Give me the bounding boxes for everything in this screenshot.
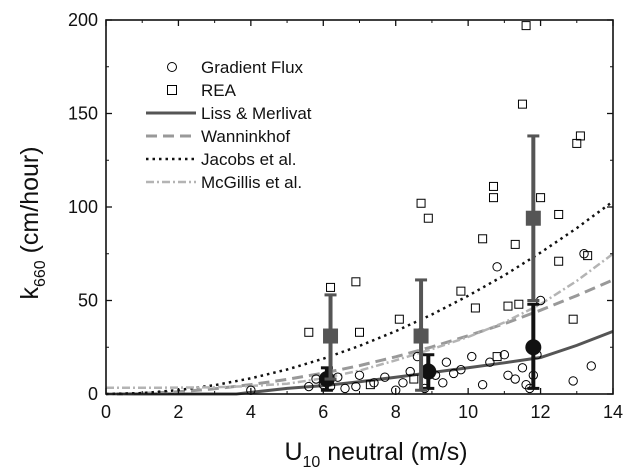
point-square xyxy=(572,138,582,148)
series-line-3 xyxy=(105,278,614,396)
point-circle xyxy=(467,351,477,362)
series-binned-7 xyxy=(323,134,541,392)
point-circle xyxy=(398,378,408,388)
point-square xyxy=(478,234,488,244)
y-axis-title-main: k xyxy=(16,287,44,300)
point-circle xyxy=(510,374,520,384)
point-circle xyxy=(499,350,510,360)
point-square xyxy=(423,213,433,223)
y-tick-label: 200 xyxy=(68,10,98,30)
ticks-layer: 0 2 4 6 8 10 12 14 0 50 100 150 200 xyxy=(68,10,623,422)
point-circle xyxy=(456,364,466,375)
legend-swatch-circle xyxy=(167,62,177,72)
legend-label: Liss & Merlivat xyxy=(201,104,312,123)
point-square xyxy=(416,198,426,208)
legend-item: Gradient Flux xyxy=(167,58,304,77)
x-tick-label: 6 xyxy=(318,402,328,422)
point-circle xyxy=(441,357,452,367)
legend-item: Jacobs et al. xyxy=(146,150,296,169)
point-square xyxy=(517,99,527,109)
x-tick-label: 0 xyxy=(101,402,111,422)
point-square xyxy=(470,303,480,313)
point-circle xyxy=(340,383,350,394)
point-square xyxy=(568,314,578,324)
x-tick-label: 14 xyxy=(603,402,623,422)
x-axis-title-main: U xyxy=(284,438,302,466)
point-square xyxy=(503,301,513,311)
point-square xyxy=(304,327,314,337)
y-tick-label: 0 xyxy=(88,384,98,404)
x-tick-label: 2 xyxy=(173,402,183,422)
point-square xyxy=(492,352,502,362)
legend-item: Liss & Merlivat xyxy=(146,104,312,123)
bin-mean-square xyxy=(525,210,541,226)
legend-label: Jacobs et al. xyxy=(201,150,296,169)
point-square xyxy=(583,251,593,261)
point-circle xyxy=(438,378,448,388)
point-square xyxy=(409,374,419,384)
x-axis-title-rest: neutral (m/s) xyxy=(320,438,467,466)
x-tick-label: 10 xyxy=(458,402,478,422)
point-square xyxy=(355,327,364,337)
point-circle xyxy=(351,381,361,392)
y-tick-label: 50 xyxy=(78,291,98,311)
legend-item: Wanninkhof xyxy=(146,127,290,146)
point-square xyxy=(514,299,524,309)
point-circle xyxy=(354,370,365,380)
point-square xyxy=(510,239,520,249)
point-square xyxy=(536,193,546,203)
point-circle xyxy=(477,379,488,390)
point-square xyxy=(351,277,361,287)
legend-item: REA xyxy=(167,81,237,100)
bin-mean-circle xyxy=(525,339,542,356)
point-square xyxy=(554,256,564,266)
y-tick-label: 150 xyxy=(68,104,98,124)
legend-label: Wanninkhof xyxy=(201,127,290,146)
y-tick-label: 100 xyxy=(68,197,98,217)
bin-mean-square xyxy=(413,328,429,344)
x-tick-label: 4 xyxy=(246,402,256,422)
point-square xyxy=(394,314,404,324)
series-layer xyxy=(105,21,614,396)
point-square xyxy=(488,193,498,203)
point-circle xyxy=(586,361,596,371)
bin-mean-circle xyxy=(420,363,437,380)
legend-item: McGillis et al. xyxy=(146,173,302,192)
y-axis-title: k660 (cm/hour) xyxy=(16,146,49,299)
point-circle xyxy=(380,372,390,382)
point-circle xyxy=(568,376,578,386)
point-square xyxy=(456,286,466,296)
point-circle xyxy=(517,363,528,373)
legend-label: REA xyxy=(201,81,237,100)
point-circle xyxy=(503,370,513,380)
point-square xyxy=(365,380,375,390)
y-axis-title-rest: (cm/hour) xyxy=(16,146,44,260)
point-square xyxy=(575,131,585,141)
y-axis-title-subscript: 660 xyxy=(32,260,49,287)
x-tick-label: 12 xyxy=(531,402,551,422)
point-circle xyxy=(448,368,459,379)
point-square xyxy=(326,282,336,292)
bin-mean-square xyxy=(323,328,339,344)
point-square xyxy=(521,21,531,31)
series-line-5 xyxy=(106,252,614,390)
legend-label: Gradient Flux xyxy=(201,58,304,77)
point-square xyxy=(488,181,498,191)
point-square xyxy=(554,209,564,219)
plot-frame xyxy=(105,19,614,395)
x-axis-title-subscript: 10 xyxy=(303,454,321,470)
x-axis-title: U10 neutral (m/s) xyxy=(284,438,467,470)
point-circle xyxy=(485,357,495,367)
legend: Gradient Flux REA Liss & Merlivat Wanninkho… xyxy=(146,58,312,192)
legend-swatch-square xyxy=(167,85,177,95)
legend-label: McGillis et al. xyxy=(201,173,302,192)
point-circle xyxy=(492,262,502,272)
x-tick-label: 8 xyxy=(391,402,401,422)
series-points-1 xyxy=(304,21,593,390)
point-circle xyxy=(304,381,314,392)
